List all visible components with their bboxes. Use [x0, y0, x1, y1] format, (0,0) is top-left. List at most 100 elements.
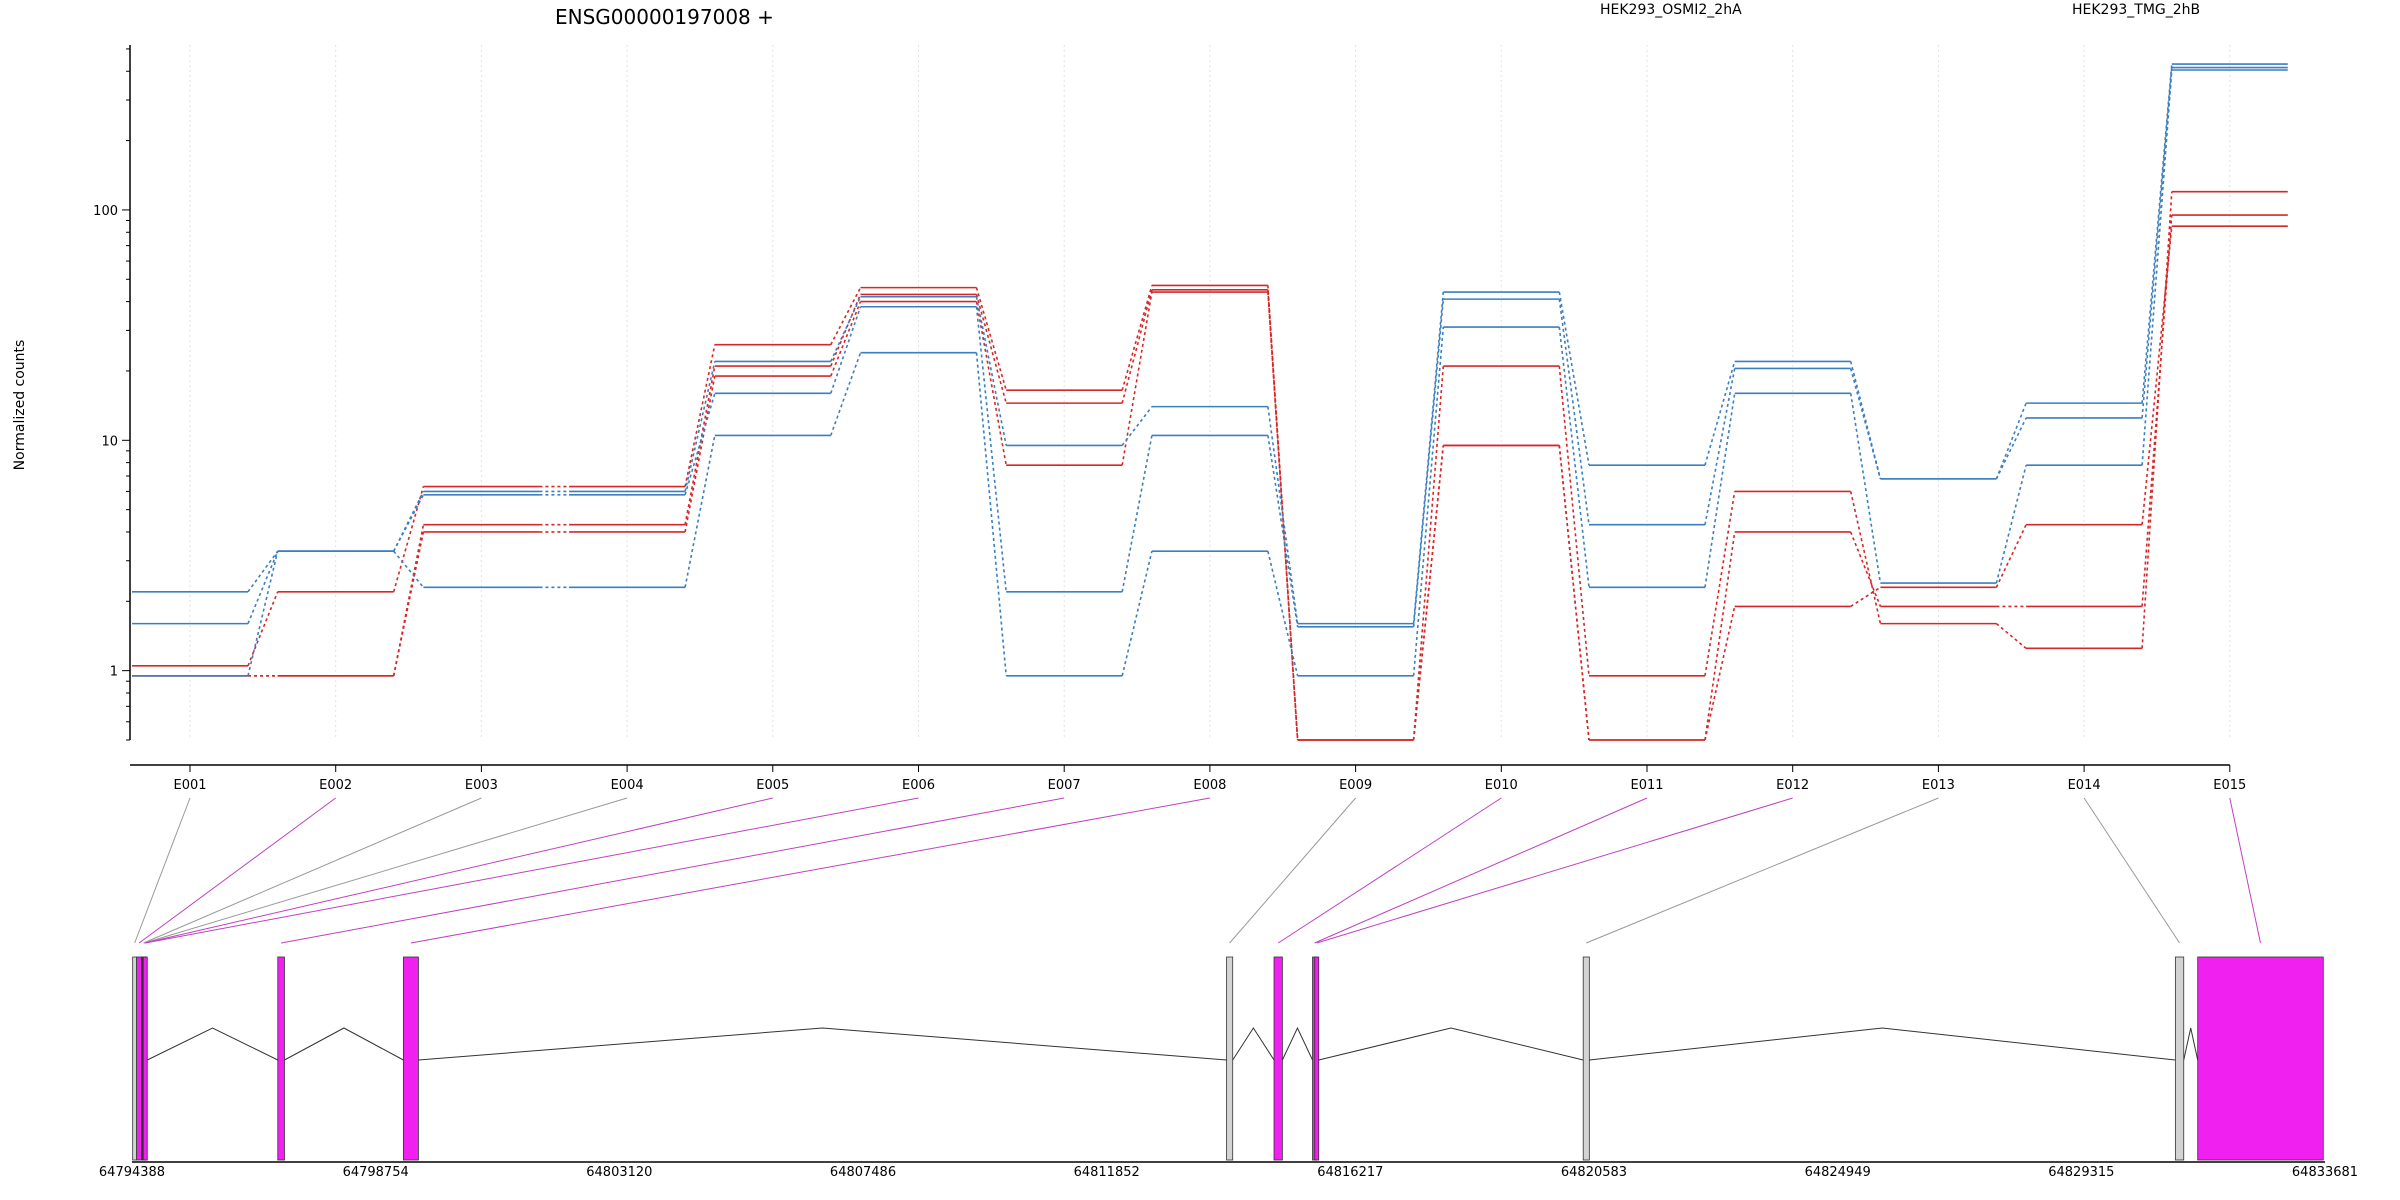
x-tick-label-e005: E005	[756, 778, 789, 793]
exon-connector	[2229, 797, 2261, 944]
exon-e010	[1273, 956, 1283, 1161]
series-connector	[1849, 361, 1882, 480]
exon-connector	[143, 797, 482, 944]
coordinate-tick-label: 64794388	[99, 1165, 165, 1180]
gene-model: 64794388 64798754 64803120 64807486 64811852…	[99, 797, 2358, 1180]
exon-connector	[138, 797, 336, 944]
series-connector	[1121, 285, 1153, 391]
exon-connector	[145, 797, 919, 944]
series-connector	[2141, 63, 2173, 404]
series-connector	[1267, 551, 1299, 676]
series-line-osmi2	[132, 225, 2288, 741]
series-connector	[392, 524, 425, 676]
x-tick-label-e008: E008	[1193, 778, 1226, 793]
coordinate-tick-label: 64820583	[1561, 1165, 1627, 1180]
exon-connector	[410, 797, 1210, 944]
series-connector	[684, 435, 716, 588]
x-tick-label-e009: E009	[1339, 778, 1372, 793]
exon-e002	[136, 956, 142, 1161]
series-connector	[1704, 531, 1736, 741]
series-connector	[1995, 402, 2027, 480]
series-line-tmg	[132, 66, 2288, 628]
coordinate-tick-label: 64824949	[1805, 1165, 1871, 1180]
x-tick-label-e011: E011	[1630, 778, 1663, 793]
series-connector	[684, 393, 716, 496]
series-connector	[1849, 531, 1882, 607]
exon-e009	[1226, 956, 1234, 1161]
series-connector	[392, 494, 425, 552]
series-connector	[1412, 327, 1445, 676]
exon-connector	[2083, 797, 2180, 944]
legend-entry-tmg: HEK293_TMG_2hB	[2072, 2, 2200, 18]
intron-line	[418, 1027, 1227, 1061]
x-tick-label-e014: E014	[2068, 778, 2101, 793]
series-connector	[830, 352, 862, 436]
x-tick-label-e010: E010	[1485, 778, 1518, 793]
exon-connector	[1314, 797, 1648, 944]
series-connector	[1995, 417, 2027, 480]
exon-connector	[1586, 797, 1939, 944]
series-connector	[1121, 291, 1153, 466]
intron-line	[1281, 1026, 1313, 1061]
coordinate-tick-label: 64807486	[830, 1165, 896, 1180]
series-connector	[1121, 406, 1153, 446]
series-connector	[1412, 292, 1445, 624]
exon-e013	[1582, 956, 1590, 1161]
series-connector	[684, 344, 716, 487]
y-tick-label: 10	[101, 434, 118, 449]
coordinate-tick-label: 64811852	[1074, 1165, 1140, 1180]
intron-line	[1589, 1027, 2176, 1061]
coordinate-tick-label: 64829315	[2048, 1165, 2114, 1180]
series-connector	[1412, 299, 1445, 627]
series-connector	[392, 531, 425, 676]
series-connector	[684, 365, 716, 525]
series-connector	[1412, 366, 1445, 741]
intron-line	[2183, 1027, 2199, 1061]
exon-connector	[134, 797, 191, 944]
series-connector	[1995, 623, 2027, 649]
series-connector	[1121, 435, 1153, 592]
series-line-tmg	[132, 69, 2288, 677]
series-connector	[1704, 361, 1736, 466]
exon-e008	[402, 956, 419, 1161]
series-connector	[975, 294, 1007, 404]
exon-e006	[142, 956, 148, 1161]
x-tick-label-e001: E001	[173, 778, 206, 793]
series-connector	[830, 301, 862, 377]
series-connector	[1704, 368, 1736, 525]
series-connector	[1267, 435, 1299, 627]
series-connector	[975, 352, 1007, 676]
legend-entry-osmi2: HEK293_OSMI2_2hA	[1600, 2, 1742, 18]
exon-connector	[281, 797, 1065, 944]
exon-e001	[132, 956, 138, 1161]
exon-connector	[1229, 797, 1356, 944]
series-connector	[1558, 365, 1590, 676]
series-connector	[830, 294, 862, 367]
series-connector	[1558, 291, 1590, 466]
intron-line	[284, 1027, 404, 1061]
exon-connector	[144, 797, 773, 944]
series-connector	[1558, 445, 1590, 741]
series-connector	[1995, 524, 2027, 588]
x-tick-label-e012: E012	[1776, 778, 1809, 793]
series-connector	[975, 296, 1007, 446]
series-connector	[1121, 289, 1153, 404]
exon-e007	[277, 956, 285, 1161]
series-connector	[1849, 368, 1882, 480]
x-tick-label-e002: E002	[319, 778, 352, 793]
series-line-tmg	[132, 63, 2288, 625]
series-connector	[1704, 606, 1736, 741]
exon-connector	[1316, 797, 1793, 944]
series-connector	[2141, 69, 2173, 466]
series-connector	[392, 491, 425, 552]
series-connector	[1704, 393, 1736, 588]
exon-e015	[2197, 956, 2324, 1161]
series-connector	[1267, 406, 1299, 624]
x-tick-label-e007: E007	[1048, 778, 1081, 793]
series-connector	[975, 306, 1007, 592]
intron-line	[147, 1027, 278, 1061]
coordinate-tick-label: 64816217	[1317, 1165, 1383, 1180]
series-connector	[1849, 393, 1882, 584]
series-connector	[392, 486, 425, 592]
